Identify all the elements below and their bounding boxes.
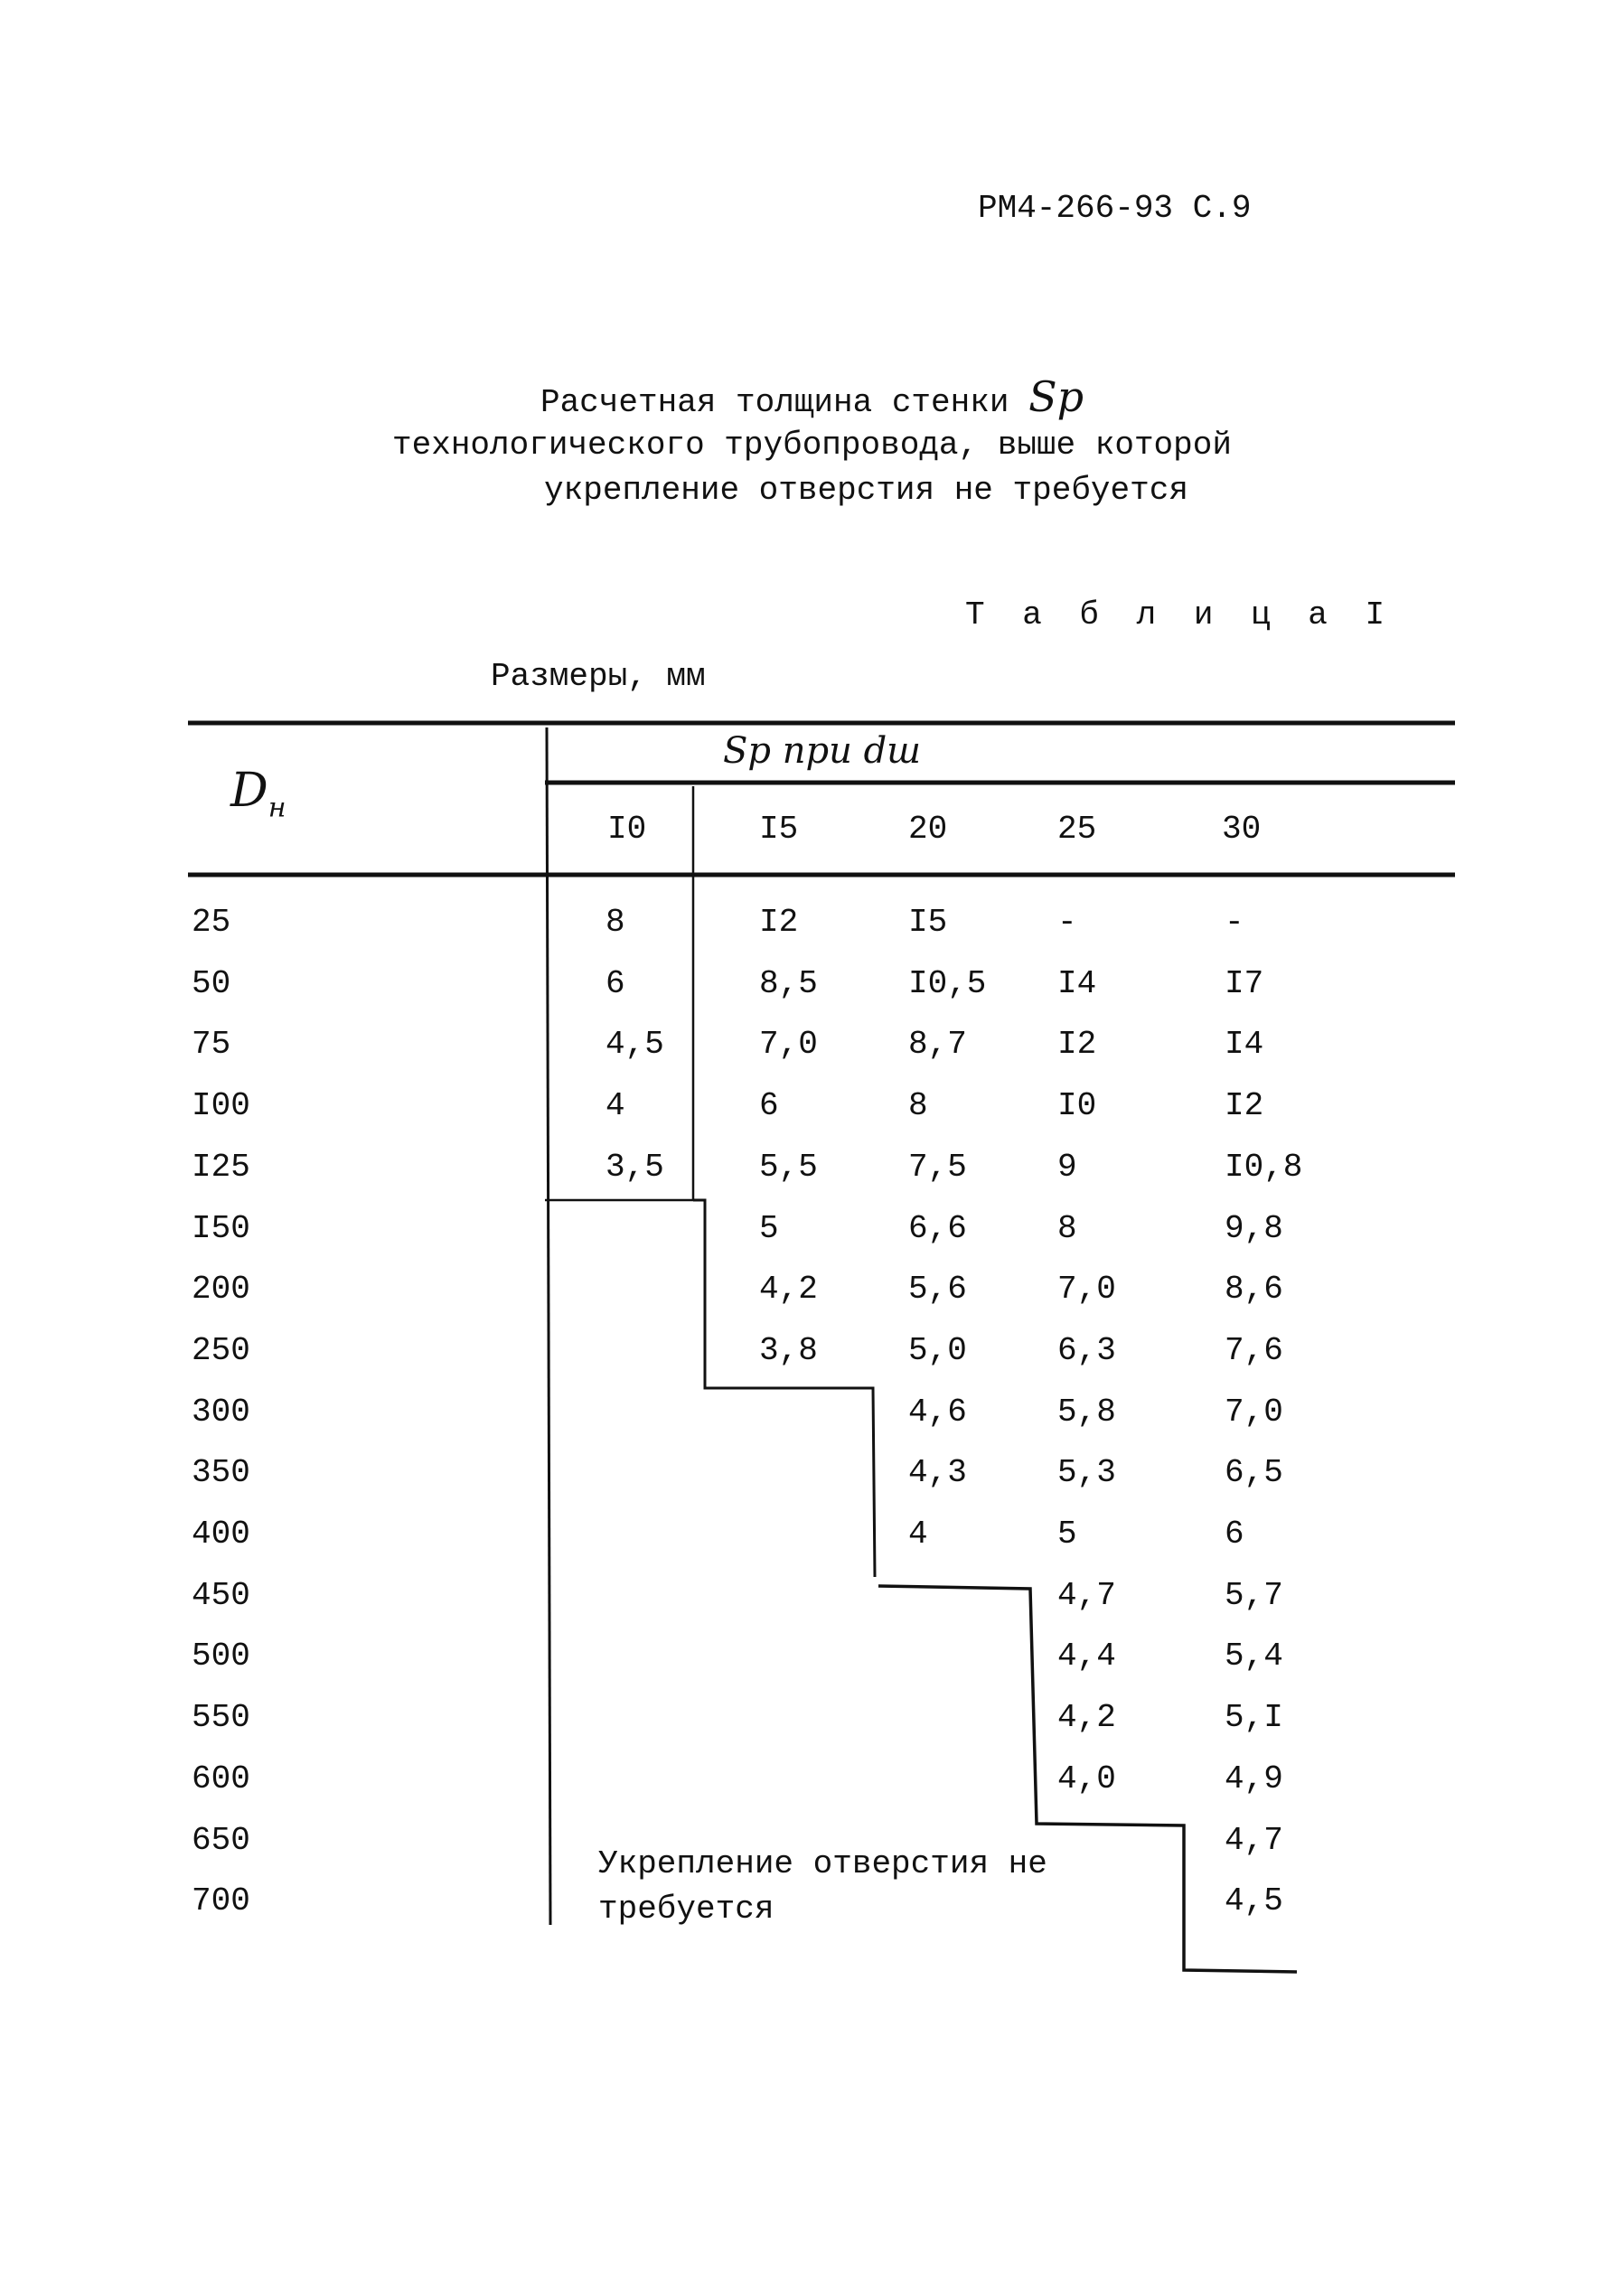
row-label: 600	[192, 1760, 250, 1797]
note-line-1: Укрепление отверстия не	[598, 1845, 1047, 1882]
row-header-symbol: D	[230, 764, 268, 818]
table-cell: 7,0	[1225, 1393, 1283, 1431]
column-header: I5	[759, 811, 799, 848]
note-line-2: требуется	[598, 1891, 774, 1928]
table-cell: 4,0	[1057, 1760, 1116, 1797]
table-cell: 8,7	[908, 1026, 967, 1064]
table-cell: 5,6	[908, 1271, 967, 1309]
table-cell: 8,6	[1225, 1271, 1283, 1309]
group-header: Sp при dш	[723, 730, 922, 772]
row-label: 250	[192, 1331, 250, 1369]
table-cell: 4,7	[1225, 1821, 1283, 1859]
row-label: 500	[192, 1638, 250, 1675]
table-cell: 4	[605, 1087, 625, 1125]
table-cell: 5,0	[908, 1331, 967, 1369]
table-cell: 6,5	[1225, 1454, 1283, 1492]
table-cell: I2	[1057, 1026, 1097, 1064]
table-cell: 7,6	[1225, 1331, 1283, 1369]
table-cell: 4,3	[908, 1454, 967, 1492]
row-label: 50	[192, 964, 231, 1002]
table-cell: 5	[759, 1209, 779, 1247]
table-cell: 6,3	[1057, 1331, 1116, 1369]
table-cell: 6	[759, 1087, 779, 1125]
table-cell: I0,8	[1225, 1148, 1303, 1186]
title-line-3: укрепление отверстия не требуется	[544, 472, 1188, 509]
table-cell: 8	[605, 904, 625, 941]
row-label: 300	[192, 1393, 250, 1431]
row-label: 25	[192, 904, 231, 941]
table-cell: 7,0	[1057, 1271, 1116, 1309]
column-header: 30	[1222, 811, 1262, 848]
title-symbol: Sp	[1028, 372, 1084, 421]
table-cell: 3,8	[759, 1331, 818, 1369]
column-header: 25	[1057, 811, 1097, 848]
row-label: 75	[192, 1026, 231, 1064]
table-cell: 5,I	[1225, 1699, 1283, 1737]
units-label: Размеры, мм	[491, 658, 706, 695]
table-cell: 5,5	[759, 1148, 818, 1186]
row-label: I00	[192, 1087, 250, 1125]
row-label: 550	[192, 1699, 250, 1737]
table-cell: 8	[1057, 1209, 1077, 1247]
table-cell: 8,5	[759, 964, 818, 1002]
table-cell: 7,5	[908, 1148, 967, 1186]
table-cell: 5,4	[1225, 1638, 1283, 1675]
table-cell: I4	[1057, 964, 1097, 1002]
row-label: 450	[192, 1576, 250, 1614]
column-header: 20	[908, 811, 948, 848]
row-header: Dн	[230, 764, 286, 823]
row-label: 400	[192, 1516, 250, 1553]
table-cell: 9,8	[1225, 1209, 1283, 1247]
table-cell: I5	[908, 904, 948, 941]
table-cell: 5,3	[1057, 1454, 1116, 1492]
document-code: РМ4-266-93 С.9	[978, 190, 1252, 227]
row-label: 700	[192, 1882, 250, 1920]
table-cell: 4,9	[1225, 1760, 1283, 1797]
row-label: 650	[192, 1821, 250, 1859]
table-cell: 8	[908, 1087, 928, 1125]
column-header: I0	[607, 811, 647, 848]
table-cell: 4,7	[1057, 1576, 1116, 1614]
table-cell: -	[1225, 904, 1244, 941]
table-cell: 4,2	[1057, 1699, 1116, 1737]
table-cell: 5	[1057, 1516, 1077, 1553]
table-cell: I2	[759, 904, 799, 941]
table-cell: 9	[1057, 1148, 1077, 1186]
table-cell: 5,7	[1225, 1576, 1283, 1614]
table-cell: 6	[1225, 1516, 1244, 1553]
table-cell: 4,2	[759, 1271, 818, 1309]
table-cell: 3,5	[605, 1148, 664, 1186]
table-cell: 6	[605, 964, 625, 1002]
table-cell: 4	[908, 1516, 928, 1553]
table-cell: 4,5	[1225, 1882, 1283, 1920]
row-label: 350	[192, 1454, 250, 1492]
table-cell: I0,5	[908, 964, 987, 1002]
table-label: Т а б л и ц а I	[965, 596, 1394, 633]
table-cell: 4,5	[605, 1026, 664, 1064]
table-cell: -	[1057, 904, 1077, 941]
table-cell: 5,8	[1057, 1393, 1116, 1431]
table-cell: I7	[1225, 964, 1264, 1002]
table-cell: I2	[1225, 1087, 1264, 1125]
table-cell: 4,4	[1057, 1638, 1116, 1675]
table-cell: I0	[1057, 1087, 1097, 1125]
row-header-subscript: н	[268, 792, 286, 824]
row-label: I25	[192, 1148, 250, 1186]
title-line-1: Расчетная толщина стенки Sp	[0, 372, 1624, 421]
title-text-1: Расчетная толщина стенки	[540, 384, 1009, 421]
row-label: 200	[192, 1271, 250, 1309]
table-cell: I4	[1225, 1026, 1264, 1064]
table-cell: 6,6	[908, 1209, 967, 1247]
title-line-2: технологического трубопровода, выше кото…	[392, 427, 1232, 464]
row-label: I50	[192, 1209, 250, 1247]
table-cell: 7,0	[759, 1026, 818, 1064]
table-cell: 4,6	[908, 1393, 967, 1431]
